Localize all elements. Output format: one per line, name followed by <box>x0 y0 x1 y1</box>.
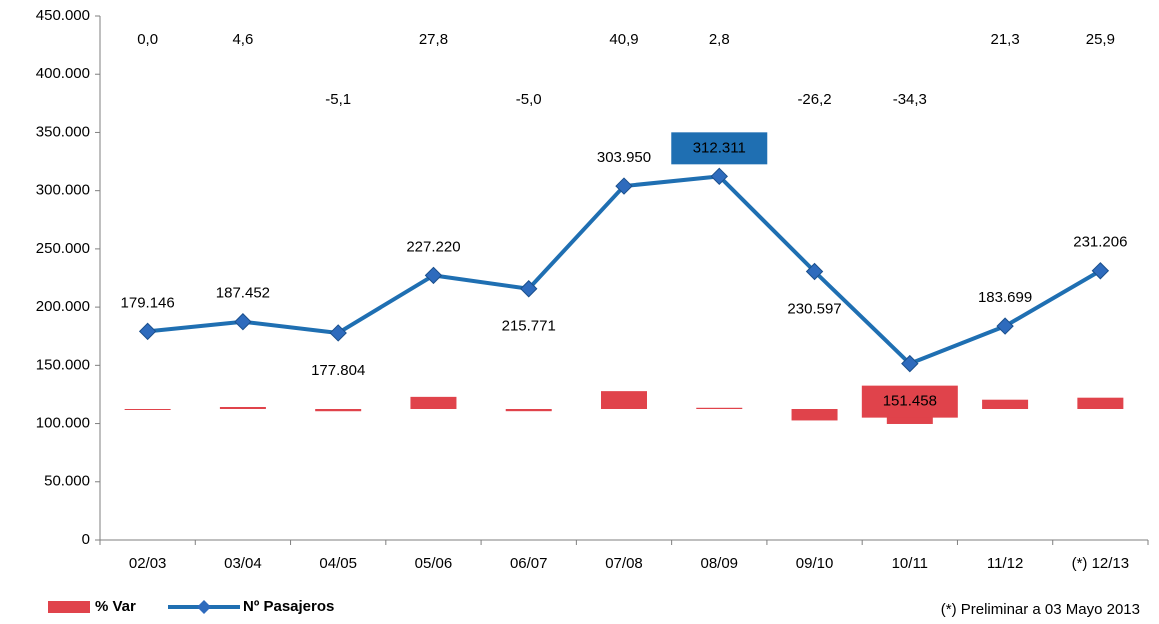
x-tick-label: 11/12 <box>987 555 1023 572</box>
line-value-label: 187.452 <box>216 285 270 302</box>
marker <box>615 177 633 195</box>
line-value-label: 227.220 <box>406 238 460 255</box>
line <box>147 174 1102 366</box>
marker <box>1091 262 1110 280</box>
marker <box>329 324 347 342</box>
bar <box>219 406 266 409</box>
line-value-label: 183.699 <box>978 289 1032 306</box>
marker <box>234 313 252 331</box>
x-tick-label: 02/03 <box>129 555 167 572</box>
marker <box>901 354 919 373</box>
marker <box>138 322 157 341</box>
x-tick-label: (*) 12/13 <box>1072 555 1130 572</box>
x-tick-label: 10/11 <box>892 555 928 572</box>
x-tick-label: 09/10 <box>796 555 834 572</box>
marker <box>710 167 728 186</box>
y-tick-label: 350.000 <box>36 123 90 140</box>
bar-value-label: -5,0 <box>516 91 542 108</box>
line-value-label: 215.771 <box>502 318 556 335</box>
label-box <box>671 132 768 165</box>
line-value-label: 303.950 <box>597 149 651 166</box>
bar <box>791 409 838 421</box>
marker <box>996 317 1014 335</box>
bar-value-label: 2,8 <box>709 31 730 48</box>
bar-value-label: 0,0 <box>137 31 158 48</box>
x-tick-label: 07/08 <box>605 555 643 572</box>
bar <box>696 407 743 409</box>
bar <box>1077 397 1124 409</box>
bar-value-label: 40,9 <box>609 31 638 48</box>
y-tick-label: 400.000 <box>36 65 90 82</box>
legend-label: Nº Pasajeros <box>243 598 334 615</box>
bar <box>601 391 647 409</box>
marker <box>520 280 538 298</box>
legend-label: % Var <box>95 598 136 615</box>
line-value-label: 177.804 <box>311 362 365 379</box>
bar-value-label: 4,6 <box>232 31 253 48</box>
y-tick-label: 150.000 <box>36 356 90 373</box>
bar <box>124 409 171 410</box>
marker <box>424 266 443 285</box>
bar <box>982 399 1029 409</box>
y-tick-label: 50.000 <box>44 473 90 490</box>
bar <box>505 409 552 412</box>
bar <box>410 396 457 409</box>
x-tick-label: 04/05 <box>319 555 357 572</box>
bar-value-label: -34,3 <box>893 91 927 108</box>
line-value-label: 231.206 <box>1073 234 1127 251</box>
y-tick-label: 200.000 <box>36 298 90 315</box>
bar <box>315 409 362 412</box>
line-value-label: 151.458 <box>883 393 937 410</box>
bar-value-label: 25,9 <box>1086 31 1115 48</box>
label-box <box>861 385 958 418</box>
y-tick-label: 0 <box>82 531 90 548</box>
bar-value-label: 21,3 <box>990 31 1019 48</box>
footnote: (*) Preliminar a 03 Mayo 2013 <box>941 601 1140 618</box>
x-tick-label: 05/06 <box>415 555 453 572</box>
marker <box>805 262 824 281</box>
y-tick-label: 250.000 <box>36 240 90 257</box>
y-tick-label: 100.000 <box>36 415 90 432</box>
line-value-label: 179.146 <box>121 294 175 311</box>
line-value-label: 230.597 <box>787 300 841 317</box>
x-tick-label: 08/09 <box>700 555 738 572</box>
legend-swatch <box>48 601 90 613</box>
y-tick-label: 450.000 <box>36 7 90 24</box>
x-tick-label: 03/04 <box>224 555 262 572</box>
bar-value-label: -5,1 <box>325 91 351 108</box>
x-tick-label: 06/07 <box>510 555 548 572</box>
legend-swatch <box>197 600 211 614</box>
line-value-label: 312.311 <box>693 139 746 156</box>
bar-value-label: 27,8 <box>419 31 448 48</box>
bar-value-label: -26,2 <box>797 91 831 108</box>
y-tick-label: 300.000 <box>36 182 90 199</box>
